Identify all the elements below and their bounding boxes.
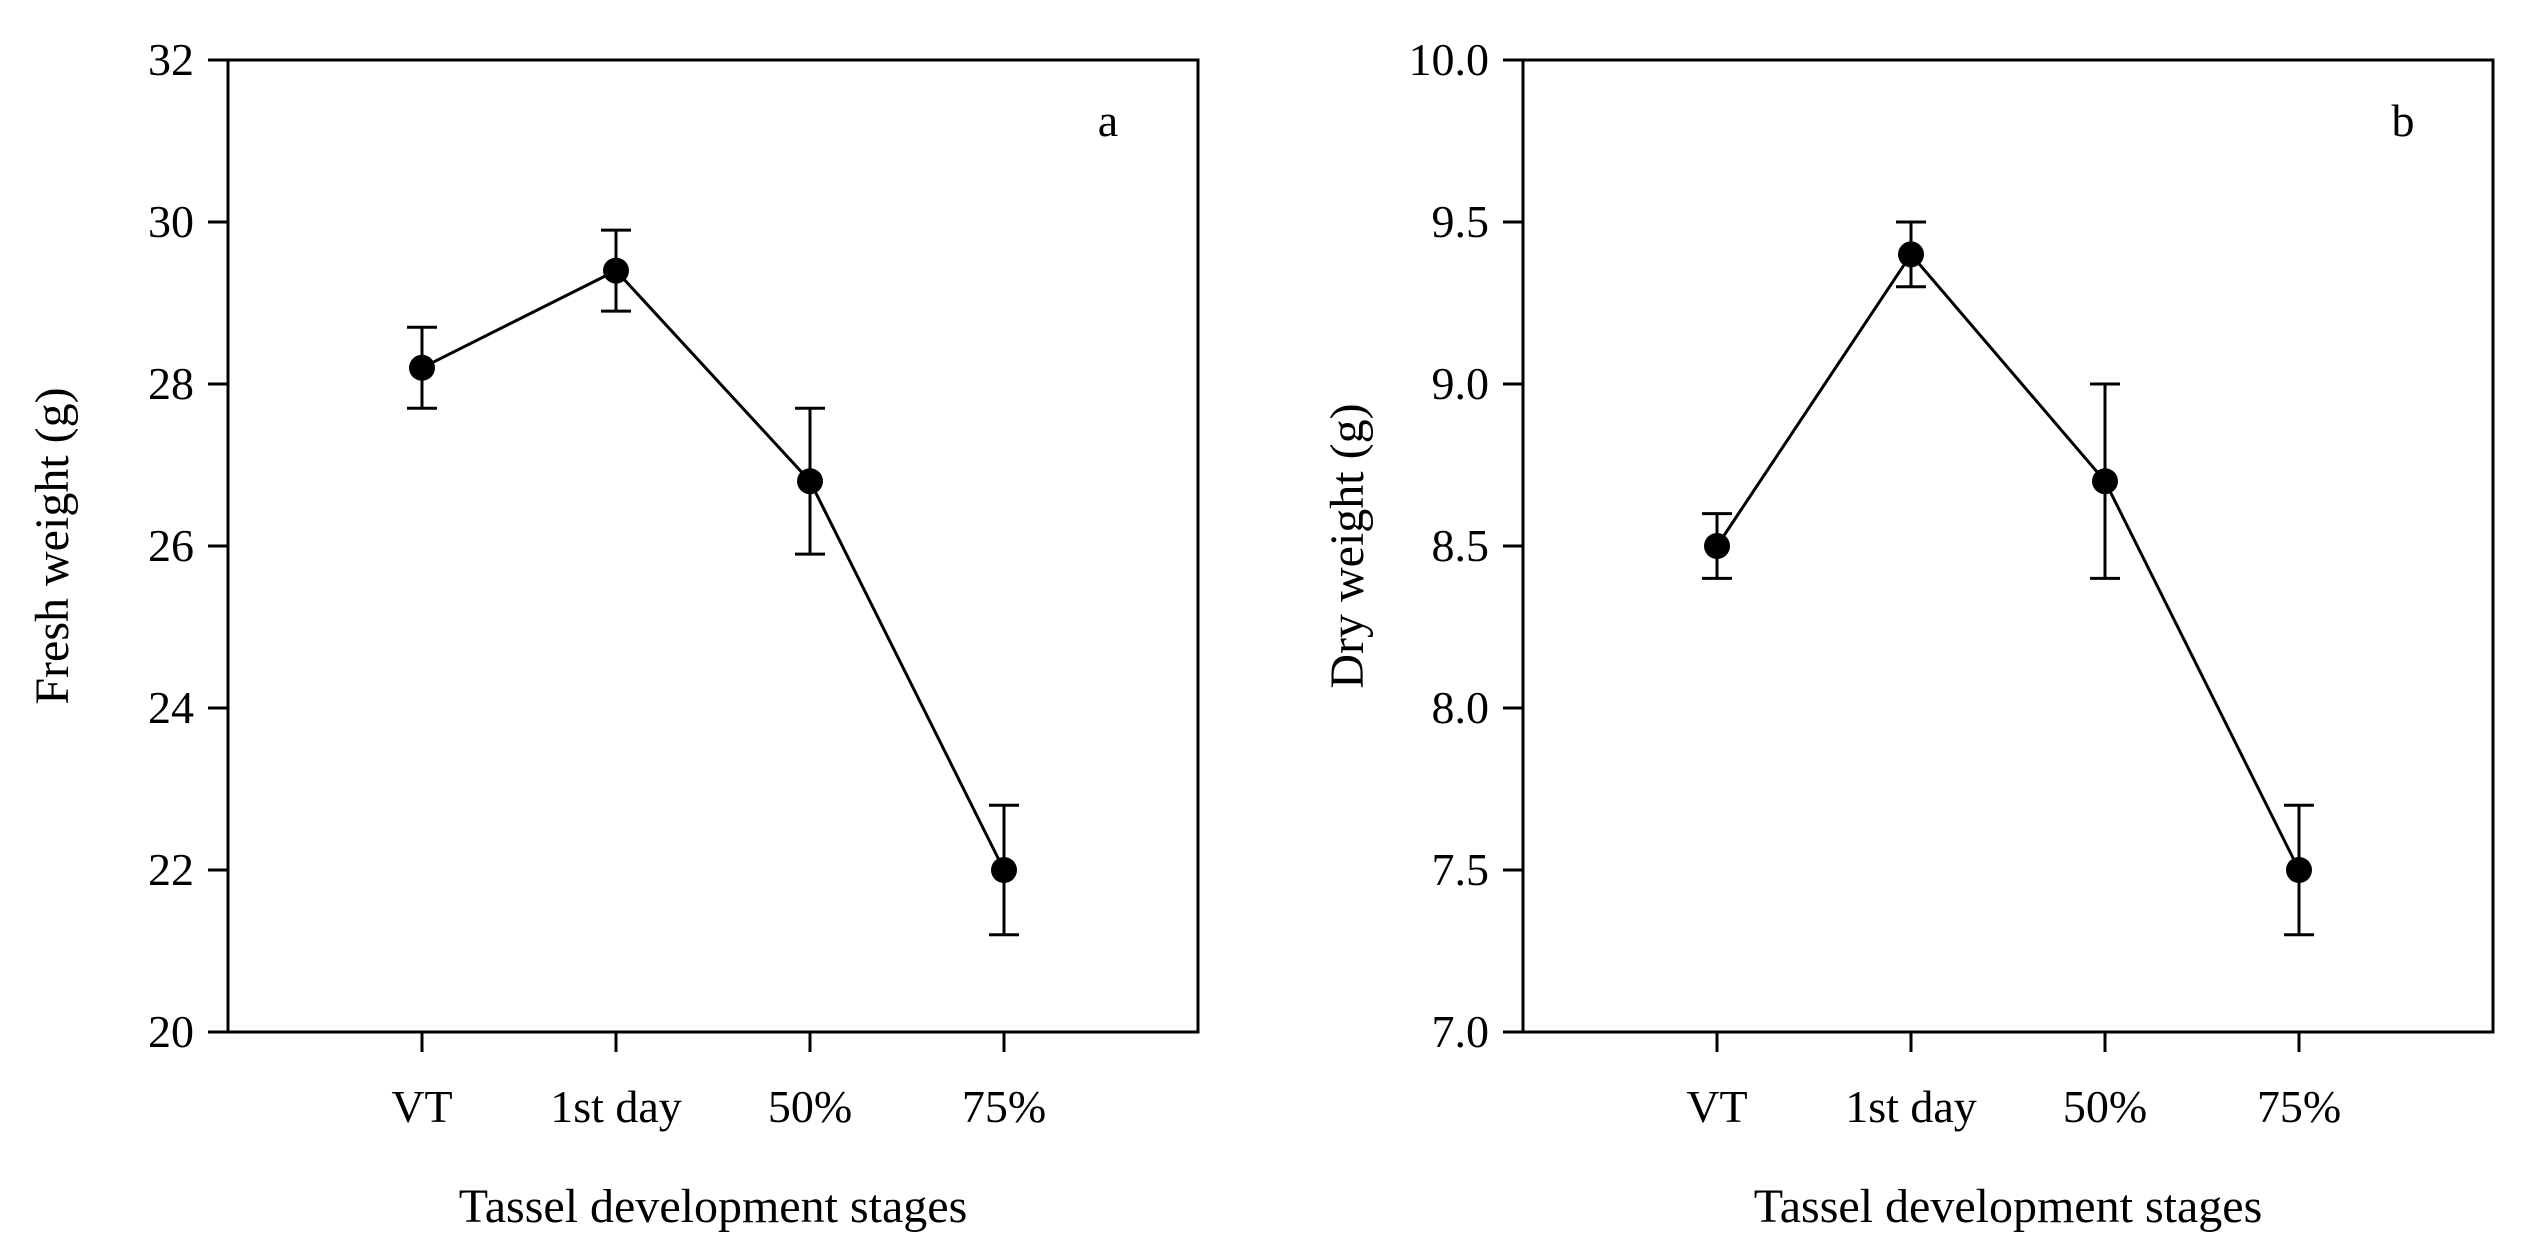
x-tick-label: 75%	[2257, 1081, 2341, 1132]
data-point	[1704, 533, 1730, 559]
x-tick-label: 1st day	[1845, 1081, 1977, 1132]
x-tick-label: 50%	[2063, 1081, 2147, 1132]
y-tick-label: 9.5	[1432, 196, 1490, 247]
plot-frame	[1521, 58, 2495, 1034]
y-tick-label: 7.0	[1432, 1006, 1490, 1057]
y-tick-label: 32	[148, 34, 194, 85]
panel-label: a	[1098, 95, 1118, 146]
data-point	[2286, 857, 2312, 883]
y-tick-label: 30	[148, 196, 194, 247]
data-point	[409, 354, 435, 381]
y-tick-label: 7.5	[1432, 844, 1490, 895]
x-tick-label: VT	[1686, 1081, 1747, 1132]
plot-frame	[226, 58, 1200, 1034]
x-axis-title: Tassel development stages	[459, 1180, 968, 1233]
y-tick-label: 10.0	[1409, 34, 1490, 85]
data-point	[797, 468, 823, 495]
panel-a: 20 22 24 26 28 30 32 VT 1st day 50% 75% Tassel deve…	[26, 34, 1200, 1233]
x-axis-title: Tassel development stages	[1754, 1180, 2263, 1233]
y-axis-title: Dry weight (g)	[1321, 403, 1374, 688]
x-tick-label: 75%	[962, 1081, 1046, 1132]
panel-b: 7.0 7.5 8.0 8.5 9.0 9.5 10.0 VT 1st day 50% 75% Tas…	[1321, 34, 2495, 1233]
data-point	[2092, 468, 2118, 495]
x-tick-label: VT	[391, 1081, 452, 1132]
series-line	[421, 268, 1006, 871]
panel-label: b	[2392, 95, 2415, 146]
y-tick-label: 20	[148, 1006, 194, 1057]
y-axis-title: Fresh weight (g)	[26, 387, 79, 704]
data-point	[603, 257, 629, 284]
series-line	[1715, 251, 2301, 871]
data-point	[991, 857, 1017, 883]
x-tick-label: 50%	[768, 1081, 852, 1132]
y-tick-label: 22	[148, 844, 194, 895]
y-tick-label: 8.5	[1432, 520, 1490, 571]
y-tick-label: 9.0	[1432, 358, 1490, 409]
y-tick-label: 24	[148, 682, 194, 733]
y-tick-label: 26	[148, 520, 194, 571]
data-point	[1898, 241, 1924, 268]
y-tick-label: 28	[148, 358, 194, 409]
x-tick-label: 1st day	[550, 1081, 682, 1132]
y-tick-label: 8.0	[1432, 682, 1490, 733]
